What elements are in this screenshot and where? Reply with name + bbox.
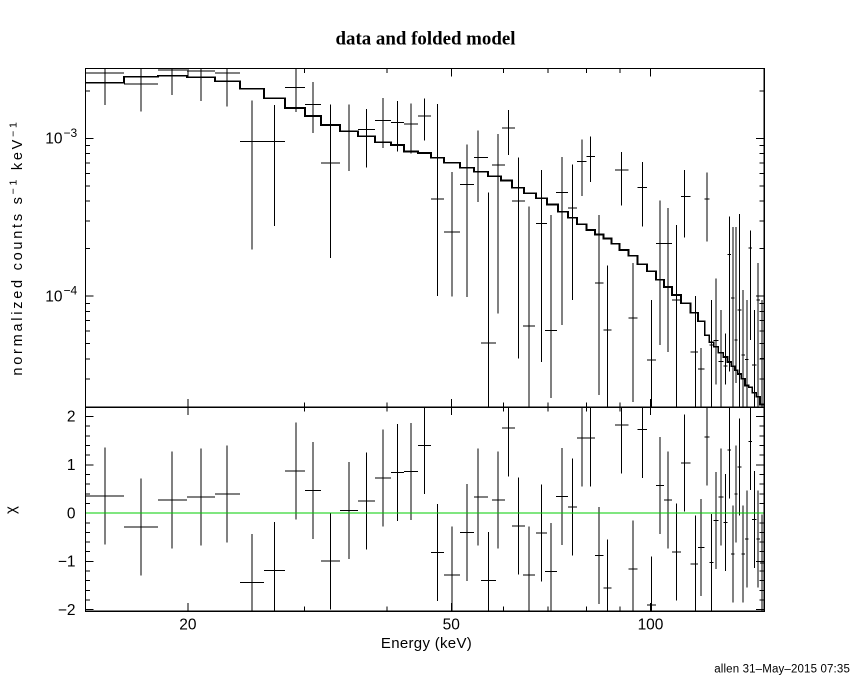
svg-text:−2: −2: [58, 602, 76, 619]
svg-text:−3: −3: [64, 126, 78, 140]
svg-text:χ: χ: [3, 506, 20, 514]
svg-text:−4: −4: [64, 284, 78, 298]
svg-text:data and folded model: data and folded model: [336, 30, 516, 50]
svg-text:normalized counts s−1 keV−1: normalized counts s−1 keV−1: [8, 119, 27, 375]
svg-text:10: 10: [45, 288, 63, 305]
svg-text:100: 100: [638, 617, 664, 634]
svg-text:allen 31–May–2015 07:35: allen 31–May–2015 07:35: [714, 664, 850, 676]
svg-text:50: 50: [443, 617, 461, 634]
svg-text:2: 2: [67, 409, 76, 426]
svg-text:Energy (keV): Energy (keV): [381, 635, 472, 652]
svg-text:1: 1: [67, 457, 76, 474]
svg-text:−1: −1: [58, 554, 76, 571]
svg-text:0: 0: [67, 505, 76, 522]
svg-text:20: 20: [179, 617, 197, 634]
svg-text:10: 10: [45, 131, 63, 148]
